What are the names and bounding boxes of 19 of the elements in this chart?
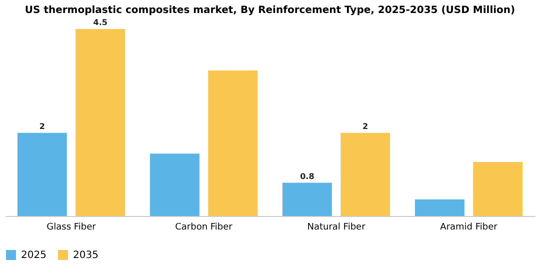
- bar: [208, 70, 258, 216]
- x-tick-label: Aramid Fiber: [440, 222, 498, 232]
- bar: [414, 199, 464, 216]
- bar: [473, 162, 523, 216]
- data-label: 0.8: [300, 172, 315, 181]
- bar: [282, 182, 332, 216]
- x-tick-label: Natural Fiber: [307, 222, 366, 232]
- data-label: 2: [362, 122, 368, 131]
- bar: [340, 132, 390, 216]
- x-tick-label: Carbon Fiber: [175, 222, 233, 232]
- x-tick-label: Glass Fiber: [46, 222, 96, 232]
- bar: [17, 132, 67, 216]
- chart-title: US thermoplastic composites market, By Reinforcement Type, 2025-2035 (USD Million): [24, 5, 516, 16]
- bar: [76, 29, 126, 216]
- data-label: 4.5: [93, 18, 108, 27]
- legend-label: 2035: [73, 250, 98, 261]
- bar: [150, 154, 200, 216]
- data-label: 2: [39, 122, 45, 131]
- legend-label: 2025: [21, 250, 46, 261]
